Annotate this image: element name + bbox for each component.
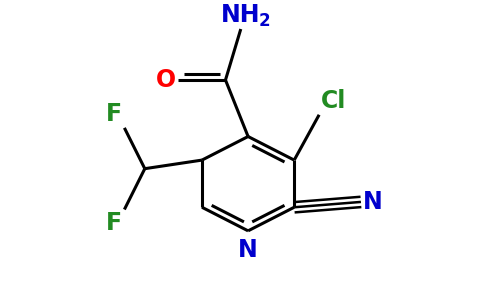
Text: N: N: [238, 238, 258, 262]
Text: F: F: [106, 102, 122, 126]
Text: F: F: [106, 211, 122, 235]
Text: O: O: [156, 68, 176, 92]
Text: N: N: [363, 190, 383, 214]
Text: 2: 2: [259, 12, 271, 30]
Text: NH: NH: [221, 3, 260, 27]
Text: Cl: Cl: [320, 89, 346, 113]
